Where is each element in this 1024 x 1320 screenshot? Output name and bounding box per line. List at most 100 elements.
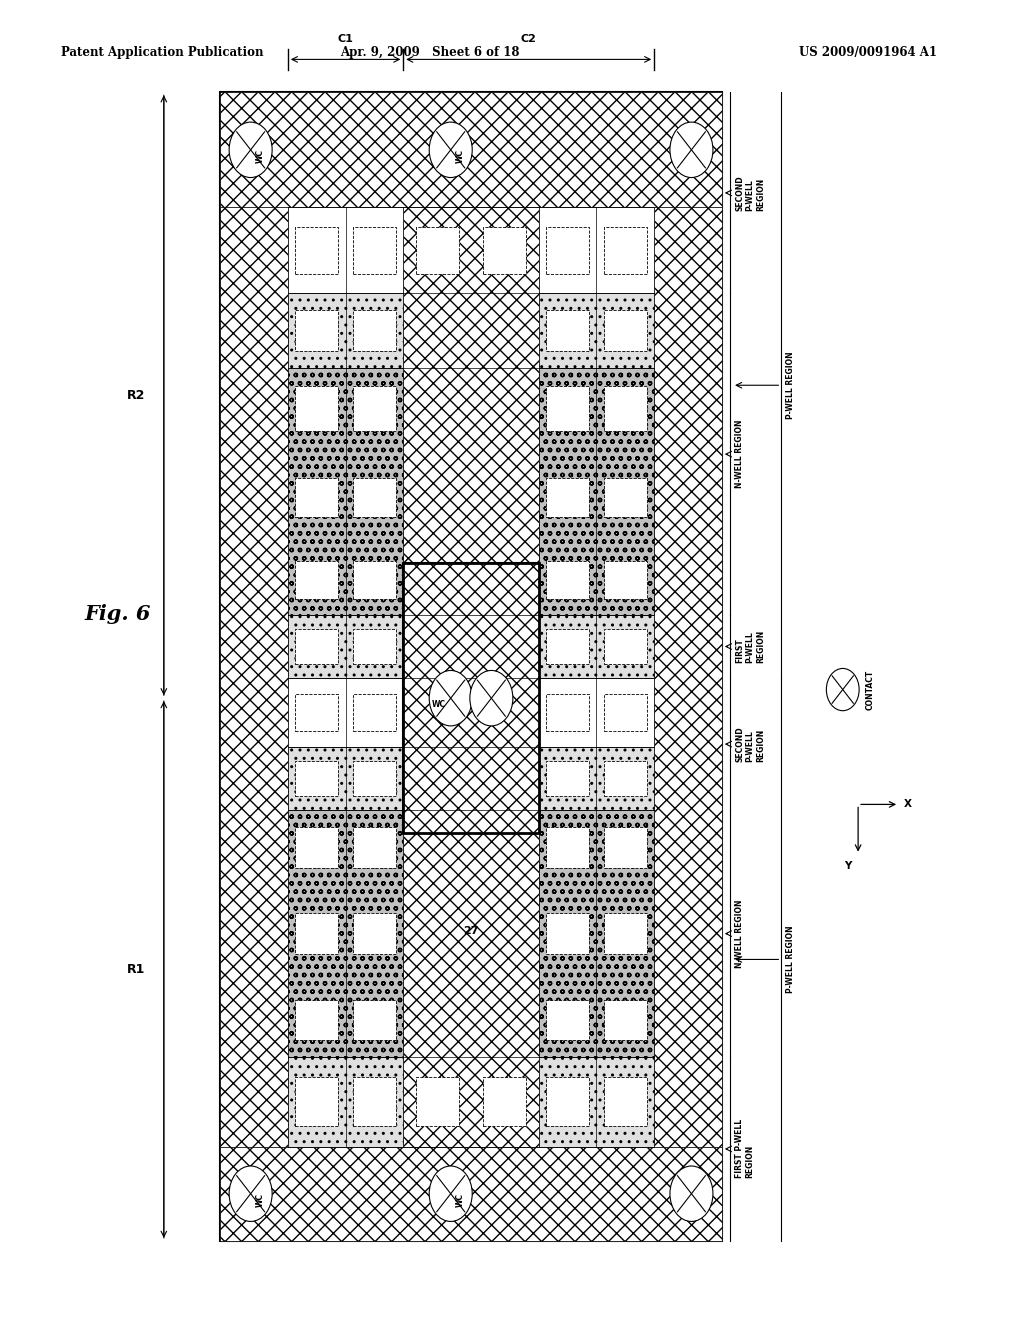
Text: Fig. 6: Fig. 6 [85, 603, 151, 624]
Bar [546, 630, 589, 664]
Text: SECOND
P-WELL
REGION: SECOND P-WELL REGION [735, 726, 765, 762]
Bar [353, 478, 396, 517]
Bar [416, 1077, 459, 1126]
Text: WC: WC [456, 149, 465, 164]
Bar [353, 999, 396, 1040]
Text: WC: WC [256, 1193, 265, 1208]
Circle shape [470, 671, 513, 726]
Text: C1: C1 [338, 33, 353, 44]
Circle shape [429, 121, 472, 177]
Bar [604, 310, 647, 351]
Bar [546, 561, 589, 599]
Bar [604, 1077, 647, 1126]
Bar [654, 207, 722, 1147]
Bar [288, 615, 403, 678]
Bar [604, 561, 647, 599]
Bar [220, 1147, 722, 1241]
Bar [295, 826, 338, 867]
Circle shape [670, 121, 713, 177]
Bar [353, 387, 396, 432]
Bar [288, 293, 403, 368]
Bar [353, 1077, 396, 1126]
Text: Y: Y [844, 861, 852, 871]
Bar [295, 310, 338, 351]
Bar [539, 207, 654, 293]
Text: N-WELL REGION: N-WELL REGION [735, 420, 744, 488]
Bar [288, 207, 403, 293]
Bar [295, 387, 338, 432]
Bar [604, 693, 647, 731]
Bar [220, 92, 722, 1241]
Bar [295, 478, 338, 517]
Bar [546, 826, 589, 867]
Bar [546, 387, 589, 432]
Bar [353, 913, 396, 954]
Circle shape [429, 671, 472, 726]
Bar [546, 310, 589, 351]
Text: WC: WC [431, 701, 445, 709]
Bar [546, 478, 589, 517]
Bar [604, 913, 647, 954]
Circle shape [826, 668, 859, 710]
Bar [295, 762, 338, 796]
Bar [539, 615, 654, 678]
Bar [546, 693, 589, 731]
Bar [539, 678, 654, 747]
Bar [546, 762, 589, 796]
Circle shape [229, 1166, 272, 1221]
Bar [295, 1077, 338, 1126]
Bar [220, 92, 722, 207]
Circle shape [429, 1166, 472, 1221]
Text: R2: R2 [127, 389, 145, 401]
Bar [539, 368, 654, 615]
Bar [353, 826, 396, 867]
Bar [604, 630, 647, 664]
Text: Apr. 9, 2009   Sheet 6 of 18: Apr. 9, 2009 Sheet 6 of 18 [340, 46, 520, 59]
Bar [403, 207, 539, 1147]
Bar [353, 227, 396, 275]
Bar [604, 762, 647, 796]
Bar [295, 561, 338, 599]
Text: FIRST
P-WELL
REGION: FIRST P-WELL REGION [735, 630, 765, 663]
Text: WC: WC [256, 149, 265, 164]
Text: R1: R1 [127, 964, 145, 975]
Bar [353, 310, 396, 351]
Bar [546, 1077, 589, 1126]
Bar [604, 826, 647, 867]
Bar [288, 810, 403, 1057]
Bar [604, 478, 647, 517]
Text: N-WELL REGION: N-WELL REGION [735, 899, 744, 968]
Bar [483, 1077, 526, 1126]
Bar [546, 999, 589, 1040]
Bar [403, 564, 539, 833]
Bar [353, 693, 396, 731]
Text: WC: WC [456, 1193, 465, 1208]
Bar [288, 1057, 403, 1147]
Circle shape [229, 121, 272, 177]
Bar [295, 630, 338, 664]
Bar [604, 387, 647, 432]
Bar [220, 207, 288, 1147]
Text: P-WELL REGION: P-WELL REGION [786, 351, 796, 418]
Text: CONTACT: CONTACT [865, 669, 874, 710]
Bar [539, 1057, 654, 1147]
Bar [416, 227, 459, 275]
Bar [546, 227, 589, 275]
Bar [288, 678, 403, 747]
Bar [295, 693, 338, 731]
Bar [546, 913, 589, 954]
Bar [353, 762, 396, 796]
Text: Patent Application Publication: Patent Application Publication [61, 46, 264, 59]
Bar [539, 747, 654, 810]
Text: FIRST P-WELL
REGION: FIRST P-WELL REGION [735, 1119, 755, 1179]
Bar [353, 630, 396, 664]
Bar [353, 561, 396, 599]
Bar [604, 227, 647, 275]
Bar [539, 810, 654, 1057]
Bar [604, 999, 647, 1040]
Text: SECOND
P-WELL
REGION: SECOND P-WELL REGION [735, 176, 765, 211]
Bar [483, 227, 526, 275]
Text: US 2009/0091964 A1: US 2009/0091964 A1 [799, 46, 937, 59]
Text: C2: C2 [521, 33, 537, 44]
Text: 27: 27 [463, 925, 479, 936]
